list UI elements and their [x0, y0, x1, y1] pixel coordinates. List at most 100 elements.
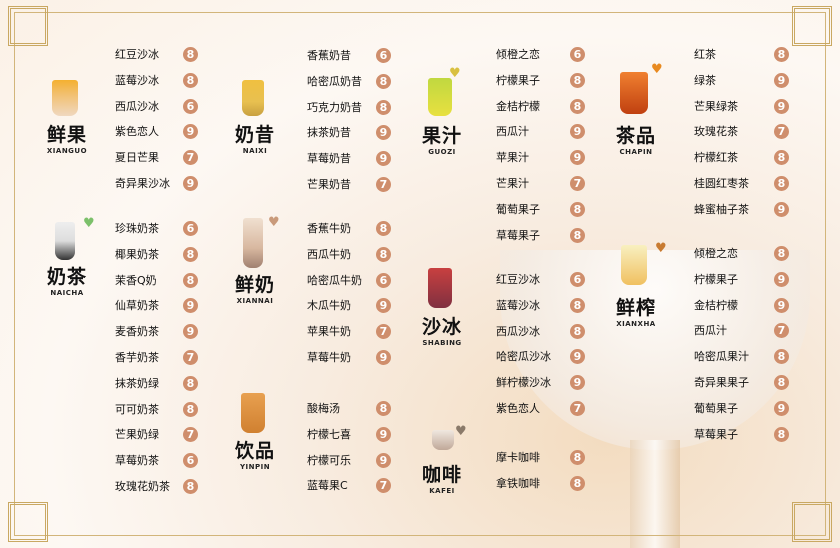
menu-item-name: 哈密瓜沙冰: [496, 350, 551, 364]
menu-item-name: 紫色恋人: [115, 125, 159, 139]
menu-item-name: 红豆沙冰: [496, 273, 540, 286]
menu-item-name: 茉香Q奶: [115, 273, 157, 287]
menu-item-name: 草莓果子: [694, 427, 738, 441]
menu-item-price: 8: [774, 47, 789, 62]
menu-item-price: 8: [570, 98, 585, 114]
category-title: 果汁: [421, 125, 462, 147]
menu-item-name: 拿铁咖啡: [496, 476, 540, 490]
menu-item-name: 哈密瓜奶昔: [307, 74, 362, 88]
corner-ornament-top-left: [8, 6, 48, 46]
menu-item-price: 9: [183, 298, 198, 314]
corner-ornament-bottom-right: [792, 502, 832, 542]
menu-item-name: 芒果奶昔: [307, 178, 351, 191]
fresh-milk-glass-icon: [243, 218, 263, 268]
menu-item-price: 8: [183, 246, 198, 262]
menu-item-name: 草莓果子: [496, 228, 540, 242]
milk-tea-cup-icon: [55, 222, 75, 260]
menu-item-name: 夏日芒果: [115, 151, 159, 165]
menu-item-price: 6: [570, 47, 585, 62]
menu-item-name: 蓝莓沙冰: [496, 298, 540, 312]
menu-item-price: 8: [376, 401, 391, 416]
menu-item-name: 蜂蜜柚子茶: [694, 202, 749, 216]
heart-icon: ♥: [651, 62, 663, 77]
menu-item-name: 苹果牛奶: [307, 325, 351, 339]
menu-item-name: 蓝莓沙冰: [115, 73, 159, 87]
menu-item-price: 8: [183, 72, 198, 88]
menu-item-price: 9: [570, 150, 585, 166]
heart-icon: ♥: [655, 241, 667, 256]
menu-item-name: 珍珠奶茶: [115, 222, 159, 235]
menu-item-name: 草莓牛奶: [307, 351, 351, 364]
menu-item-price: 8: [774, 150, 789, 166]
menu-item-price: 7: [183, 427, 198, 443]
menu-item-name: 麦香奶茶: [115, 325, 159, 339]
menu-item-name: 巧克力奶昔: [307, 100, 362, 114]
menu-item-name: 奇异果沙冰: [115, 177, 170, 190]
menu-item-name: 葡萄果子: [694, 401, 738, 415]
menu-item-name: 苹果汁: [496, 151, 529, 165]
menu-item-name: 柠檬可乐: [307, 453, 351, 467]
category-naixi: 奶昔 NAIXI: [210, 120, 300, 155]
menu-item-name: 哈密瓜果汁: [694, 350, 749, 364]
category-chapin: 茶品 CHAPIN: [591, 121, 681, 156]
menu-item-price: 9: [570, 375, 585, 391]
juice-cup-icon: [428, 78, 452, 116]
menu-item-price: 8: [376, 221, 391, 236]
corner-ornament-bottom-left: [8, 502, 48, 542]
menu-item-price: 9: [774, 72, 789, 88]
heart-icon: ♥: [455, 424, 467, 439]
menu-item-name: 西瓜汁: [694, 324, 727, 338]
menu-item-price: 8: [570, 450, 585, 465]
menu-item-name: 柠檬果子: [496, 73, 540, 87]
menu-item-name: 草莓奶昔: [307, 152, 351, 166]
menu-item-price: 9: [376, 125, 391, 141]
menu-item-price: 7: [570, 401, 585, 416]
menu-item-price: 7: [376, 177, 391, 192]
menu-item-price: 8: [774, 426, 789, 442]
menu-item-price: 9: [570, 349, 585, 365]
heart-icon: ♥: [268, 215, 280, 230]
glass-stem-background: [630, 440, 680, 548]
category-subtitle: NAICHA: [50, 289, 84, 297]
menu-item-price: 8: [774, 349, 789, 365]
menu-item-name: 抹茶奶昔: [307, 126, 351, 140]
menu-item-name: 香蕉牛奶: [307, 222, 351, 235]
menu-item-price: 8: [376, 246, 391, 262]
category-shabing: 沙冰 SHABING: [397, 312, 487, 347]
category-subtitle: XIANNAI: [236, 297, 274, 305]
category-subtitle: CHAPIN: [619, 148, 653, 156]
menu-item-price: 7: [570, 176, 585, 191]
category-guozi: 果汁 GUOZI: [397, 121, 487, 156]
menu-item-name: 哈密瓜牛奶: [307, 273, 362, 287]
menu-item-name: 香芋奶茶: [115, 351, 159, 364]
category-title: 奶茶: [46, 266, 87, 288]
menu-item-name: 紫色恋人: [496, 402, 540, 415]
category-subtitle: NAIXI: [242, 147, 268, 155]
menu-item-price: 8: [570, 297, 585, 313]
category-title: 茶品: [615, 125, 656, 147]
category-subtitle: XIANXHA: [616, 320, 656, 328]
category-title: 鲜奶: [234, 274, 275, 296]
category-subtitle: XIANGUO: [46, 147, 88, 155]
menu-item-price: 6: [183, 453, 198, 469]
menu-item-name: 椰果奶茶: [115, 247, 159, 261]
menu-item-name: 红豆沙冰: [115, 48, 159, 61]
menu-item-name: 玫瑰花茶: [694, 125, 738, 139]
menu-item-price: 9: [774, 201, 789, 217]
menu-item-price: 9: [774, 271, 789, 287]
menu-item-price: 8: [183, 47, 198, 62]
category-subtitle: GUOZI: [428, 148, 456, 156]
menu-item-price: 7: [376, 478, 391, 494]
category-subtitle: SHABING: [422, 339, 462, 347]
menu-item-price: 7: [183, 350, 198, 365]
menu-item-price: 9: [376, 350, 391, 365]
menu-item-price: 8: [774, 375, 789, 390]
menu-item-name: 可可奶茶: [115, 402, 159, 416]
corner-ornament-top-right: [792, 6, 832, 46]
iced-drink-cup-icon: [241, 393, 265, 433]
menu-item-price: 9: [570, 124, 585, 140]
menu-item-price: 8: [570, 201, 585, 217]
menu-item-name: 抹茶奶绿: [115, 376, 159, 390]
milkshake-cup-icon: [242, 80, 264, 116]
menu-item-price: 8: [183, 375, 198, 391]
